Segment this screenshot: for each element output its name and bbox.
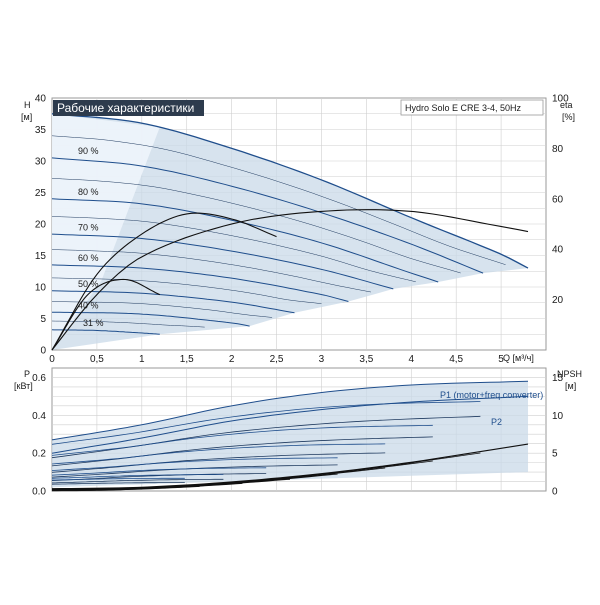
power-envelope-area [52,381,529,488]
npsh-axis-label: NPSH [557,369,582,379]
efficiency-y-tick: 100 [552,94,569,105]
efficiency-axis-unit: [%] [562,112,575,122]
speed-label: 90 % [78,146,99,156]
flow-x-tick: 1,5 [180,354,194,365]
power-axis-unit: [кВт] [14,381,33,391]
power-curves [51,380,529,492]
efficiency-y-tick: 40 [552,245,564,256]
head-curve [51,311,250,327]
head-curve-intermediate [51,249,371,293]
flow-axis-label: Q [м³/ч] [503,353,534,363]
head-curve-intermediate [51,301,273,318]
head-tick-labels: 0 5 10 15 20 25 30 35 40 0 0,5 1 1,5 2 2,5 3 3,5 4 4,5 5 20 4… [35,94,569,366]
head-y-tick: 35 [35,125,47,136]
flow-x-tick: 0 [49,354,55,365]
flow-x-tick: 3 [319,354,325,365]
power-panel-frame [51,367,547,492]
power-curve-reduced-speed [51,473,267,481]
pump-model-label: Hydro Solo E CRE 3-4, 50Hz [405,103,522,113]
head-y-tick: 0 [40,346,46,357]
npsh-axis-unit: [м] [565,381,576,391]
head-y-tick: 15 [35,251,47,262]
power-curve [51,395,529,454]
head-curve-intermediate [51,135,506,265]
npsh-curve-reduced-speed [52,486,200,492]
flow-x-tick: 5 [498,354,504,365]
power-y-tick: 0.0 [32,487,46,498]
head-y-tick: 20 [35,220,47,231]
efficiency-curve [51,209,529,351]
p1-series-label: P1 (motor+freq.converter) [440,390,543,400]
power-y-tick: 0.6 [32,373,46,384]
flow-x-tick: 2 [229,354,235,365]
flow-x-tick: 1 [139,354,145,365]
power-envelope [52,381,529,488]
npsh-y-tick: 15 [552,373,564,384]
npsh-y-tick: 5 [552,449,558,460]
chart-title-bar [53,100,204,116]
power-axis-label: P [24,369,30,379]
chart-title: Рабочие характеристики [57,101,194,115]
efficiency-y-tick: 60 [552,194,564,205]
head-y-tick: 10 [35,283,47,294]
power-curve-reduced-speed [51,401,481,445]
speed-label: 31 % [83,318,104,328]
efficiency-curves [51,209,529,351]
model-box [400,99,544,116]
npsh-y-tick: 0 [552,487,558,498]
flow-x-tick: 4,5 [449,354,463,365]
power-curve-reduced-speed [51,478,224,484]
flow-x-tick: 4 [408,354,414,365]
power-y-tick: 0.4 [32,411,46,422]
power-curve-reduced-speed [51,424,433,456]
head-y-tick: 40 [35,94,47,105]
head-curve-intermediate [51,216,416,283]
efficiency-y-tick: 20 [552,295,564,306]
speed-label: 70 % [78,222,99,232]
flow-x-tick: 2,5 [270,354,284,365]
efficiency-axis-label: eta [560,100,573,110]
power-curve [51,380,529,441]
power-curve-reduced-speed [51,467,267,476]
speed-label: 60 % [78,253,99,263]
speed-label: 80 % [78,187,99,197]
power-tick-labels: 0.0 0.2 0.4 0.6 0 5 10 15 [32,373,563,498]
speed-label: 50 % [78,279,99,289]
head-envelope-area [52,113,528,350]
head-y-tick: 25 [35,188,47,199]
speed-label: 40 % [78,300,99,310]
head-curve-intermediate [51,178,461,274]
power-curve-reduced-speed [51,474,224,479]
head-axis-label: H [24,100,31,110]
power-curve-reduced-speed [51,452,386,473]
efficiency-y-tick: 80 [552,144,564,155]
efficiency-curve [51,278,161,351]
power-curve-reduced-speed [51,482,185,485]
head-curve [51,233,394,290]
flow-x-tick: 0,5 [90,354,104,365]
head-curve [51,264,349,302]
npsh-y-tick: 10 [552,411,564,422]
power-panel: 0.0 0.2 0.4 0.6 0 5 10 15 P [кВт] NPSH [м] P1 (… [14,367,582,498]
head-curve-intermediate [51,277,322,304]
head-curve [51,113,529,269]
head-panel: 100 %90 %80 %70 %60 %50 %40 %31 % 051015… [21,94,575,366]
p2-series-label: P2 [491,417,502,427]
head-axis-unit: [м] [21,112,32,122]
power-curve-reduced-speed [51,443,386,465]
power-y-tick: 0.2 [32,449,46,460]
head-curve [51,290,295,314]
power-curve-reduced-speed [51,457,338,471]
flow-x-tick: 3,5 [359,354,373,365]
efficiency-curve [51,212,277,351]
head-y-tick: 30 [35,157,47,168]
head-curve [51,157,484,274]
head-y-tick: 5 [40,314,46,325]
head-curve [51,329,160,335]
head-curve-intermediate [51,320,205,328]
power-curve-reduced-speed [52,477,185,481]
